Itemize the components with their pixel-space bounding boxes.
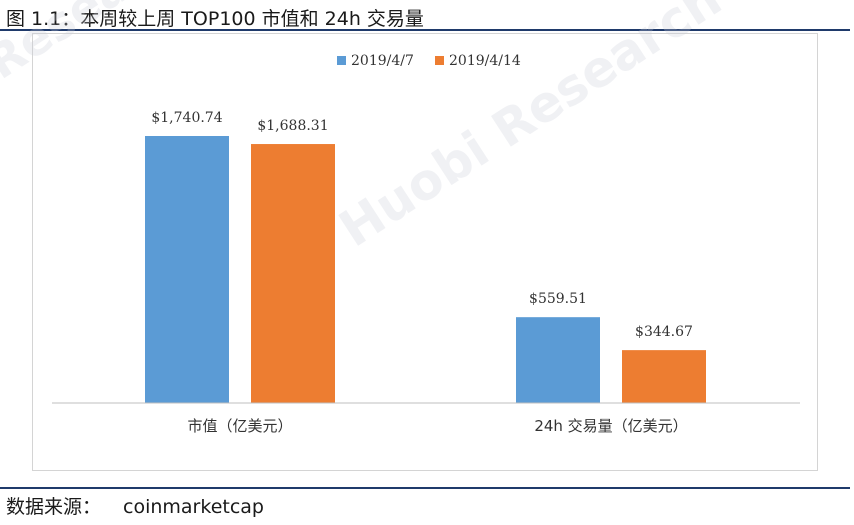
legend-swatch-2 xyxy=(435,56,444,65)
bar-1-2 xyxy=(516,317,600,403)
legend-swatch-1 xyxy=(337,56,346,65)
data-label-1-1: $1,740.74 xyxy=(151,110,222,126)
bar-2-1 xyxy=(251,144,335,403)
data-label-2-1: $1,688.31 xyxy=(257,118,328,134)
legend-label-1: 2019/4/7 xyxy=(351,53,414,69)
top-rule xyxy=(0,29,850,31)
data-label-2-2: $344.67 xyxy=(635,324,693,340)
category-label-1: 市值（亿美元） xyxy=(187,417,292,435)
legend-label-2: 2019/4/14 xyxy=(449,53,521,69)
chart-frame xyxy=(32,33,818,471)
bar-2-2 xyxy=(622,350,706,403)
bar-1-1 xyxy=(145,136,229,403)
data-label-1-2: $559.51 xyxy=(529,291,587,307)
bottom-rule xyxy=(0,487,850,489)
source-value: coinmarketcap xyxy=(123,496,264,518)
source-label: 数据来源： xyxy=(6,496,102,518)
category-label-2: 24h 交易量（亿美元） xyxy=(534,417,687,435)
figure-title: 图 1.1：本周较上周 TOP100 市值和 24h 交易量 xyxy=(6,8,424,30)
source-line: 数据来源： coinmarketcap xyxy=(6,492,264,519)
